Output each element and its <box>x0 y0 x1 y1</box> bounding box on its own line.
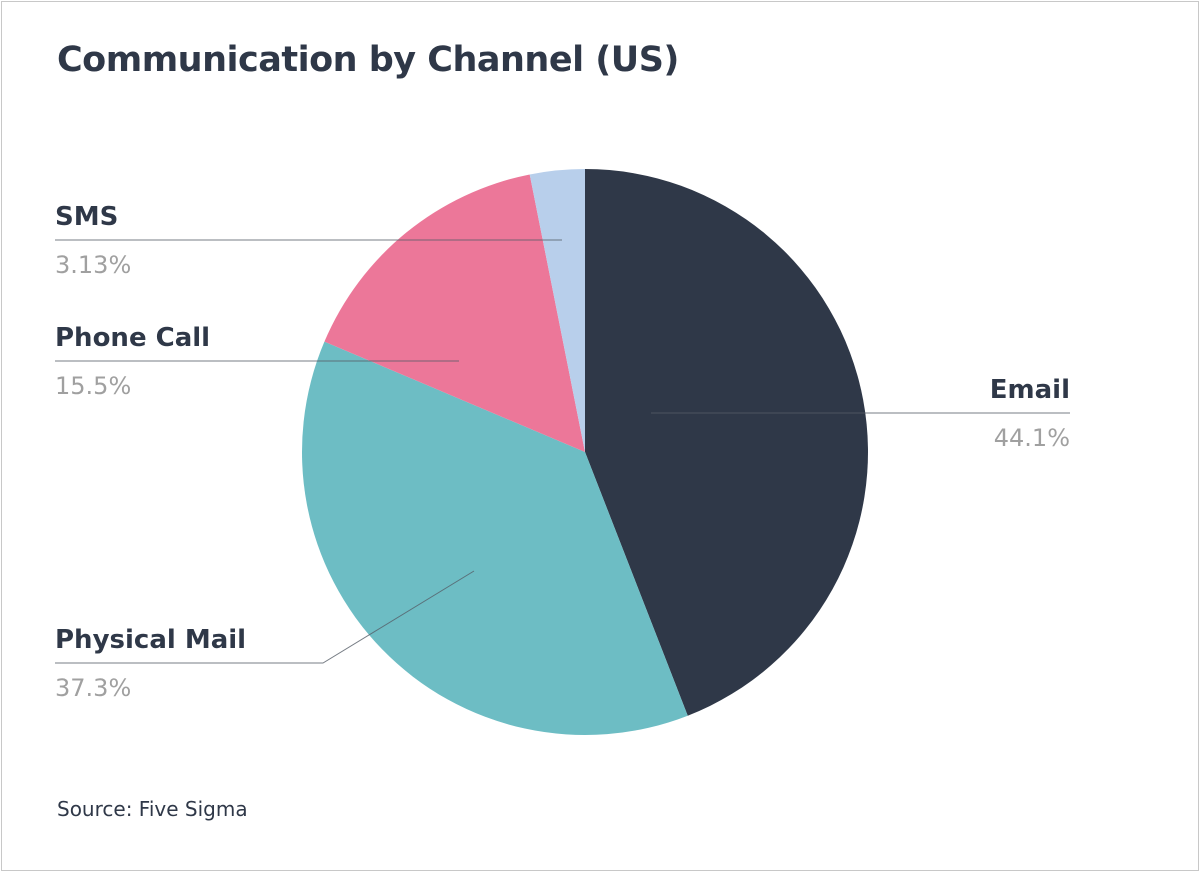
label-sms: SMS <box>55 202 119 232</box>
chart-title: Communication by Channel (US) <box>57 40 679 80</box>
pie-slice-email <box>585 169 869 716</box>
leader-line-physical-mail <box>55 570 475 664</box>
source-note: Source: Five Sigma <box>57 797 248 821</box>
value-email: 44.1% <box>993 424 1070 452</box>
label-email: Email <box>989 375 1070 405</box>
pie-slice-physical-mail <box>301 341 688 736</box>
pie-slice-phone-call <box>324 174 585 453</box>
label-phone-call: Phone Call <box>55 323 211 353</box>
value-phone-call: 15.5% <box>55 372 132 400</box>
value-sms: 3.13% <box>55 251 132 279</box>
value-physical-mail: 37.3% <box>55 674 132 702</box>
label-physical-mail: Physical Mail <box>55 625 247 655</box>
